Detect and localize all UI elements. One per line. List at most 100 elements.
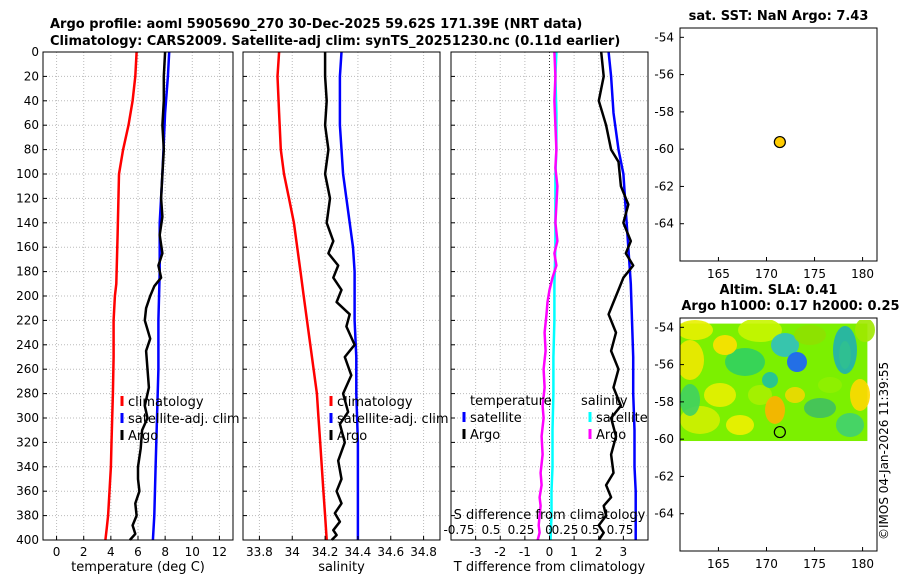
legend-entry: satellite-adj. clim (128, 412, 240, 427)
y-tick-label: 300 (16, 411, 39, 425)
sla-anomaly-patch (836, 413, 864, 437)
secondary-tick-label: 0.5 (481, 523, 500, 537)
legend-entry: climatology (128, 395, 204, 410)
map-y-tick-label: -60 (654, 432, 674, 446)
axes-frame (242, 51, 441, 541)
x-tick-label: 34.4 (345, 545, 372, 559)
x-tick-label: -2 (494, 545, 506, 559)
sla-anomaly-patch (680, 320, 713, 340)
sla-anomaly-patch (704, 383, 736, 407)
x-axis-label: temperature (deg C) (71, 560, 205, 575)
y-tick-label: 120 (16, 191, 39, 205)
legend-entry: Argo (596, 428, 626, 443)
y-tick-label: 260 (16, 362, 39, 376)
x-tick-label: 34 (285, 545, 300, 559)
figure-title-line2: Climatology: CARS2009. Satellite-adj cli… (50, 34, 620, 49)
y-tick-label: 320 (16, 435, 39, 449)
sla-anomaly-patch (787, 352, 807, 372)
x-tick-label: 34.8 (410, 545, 437, 559)
sla-anomaly-patch (794, 325, 826, 345)
secondary-tick-label: 0.25 (552, 523, 579, 537)
series-argo (323, 52, 356, 541)
sla-anomaly-patch (771, 333, 799, 357)
y-tick-label: 100 (16, 167, 39, 181)
sla-anomaly-patch (713, 335, 737, 355)
secondary-axis-label: S difference from climatology (454, 508, 646, 523)
series-climatology (276, 51, 328, 541)
map-y-tick-label: -64 (654, 217, 674, 231)
y-tick-label: 0 (31, 45, 39, 59)
map-x-tick-label: 180 (851, 267, 874, 281)
map-y-tick-label: -62 (654, 469, 674, 483)
sla-anomaly-patch (762, 372, 778, 388)
y-tick-label: 340 (16, 460, 39, 474)
legend-entry: climatology (337, 395, 413, 410)
secondary-tick-label: 0.5 (580, 523, 599, 537)
sla-anomaly-patch (850, 379, 870, 411)
x-tick-label: 10 (185, 545, 200, 559)
x-tick-label: 0 (53, 545, 61, 559)
series-satellite-adj-clim (338, 51, 360, 540)
map-x-tick-label: 175 (803, 557, 826, 571)
x-tick-label: -3 (470, 545, 482, 559)
map-y-tick-label: -56 (654, 358, 674, 372)
x-tick-label: 6 (134, 545, 142, 559)
sla-anomaly-patch (855, 320, 875, 342)
legend-entry: satellite (470, 411, 522, 426)
map-x-tick-label: 170 (755, 557, 778, 571)
legend-entry: Argo (337, 429, 367, 444)
legend-entry: Argo (470, 428, 500, 443)
y-tick-label: 200 (16, 289, 39, 303)
legend-title-salinity: salinity (581, 394, 628, 409)
map-y-tick-label: -58 (654, 105, 674, 119)
series-climatology (104, 51, 138, 541)
map-title: sat. SST: NaN Argo: 7.43 (689, 9, 869, 24)
sla-anomaly-patch (804, 398, 836, 418)
figure-title-line1: Argo profile: aoml 5905690_270 30-Dec-20… (50, 17, 582, 32)
map-title: Altim. SLA: 0.41 (720, 283, 838, 298)
secondary-tick-label: 0 (545, 523, 553, 537)
series-argo (128, 51, 167, 541)
series-satellite-adj-clim (151, 51, 171, 541)
sla-anomaly-patch (839, 341, 851, 369)
map-y-tick-label: -54 (654, 30, 674, 44)
map-x-tick-label: 165 (707, 267, 730, 281)
sla-anomaly-patch (738, 320, 782, 342)
y-tick-label: 380 (16, 509, 39, 523)
y-tick-label: 240 (16, 338, 39, 352)
argo-float-marker (773, 135, 786, 149)
series-t-satellite (607, 51, 637, 540)
sla-anomaly-patch (785, 387, 805, 403)
x-tick-label: 8 (161, 545, 169, 559)
x-axis-label: salinity (318, 560, 365, 575)
difference-profile-panel: -3 -2 -1 0 1 2 3T difference from climatology t… (443, 51, 649, 575)
y-tick-label: 360 (16, 484, 39, 498)
map-y-tick-label: -60 (654, 142, 674, 156)
legend-entry: satellite (596, 411, 648, 426)
map-y-tick-label: -58 (654, 395, 674, 409)
y-tick-label: 220 (16, 313, 39, 327)
map-x-tick-label: 170 (755, 267, 778, 281)
x-tick-label: 34.6 (377, 545, 404, 559)
map-y-tick-label: -54 (654, 320, 674, 334)
map-x-tick-label: 180 (851, 557, 874, 571)
sla-anomaly-patch (680, 384, 700, 416)
x-tick-label: 3 (620, 545, 628, 559)
x-tick-label: 33.8 (246, 545, 273, 559)
sla-anomaly-patch (818, 377, 842, 393)
y-tick-label: 60 (24, 118, 39, 132)
y-tick-label: 280 (16, 387, 39, 401)
y-tick-label: 140 (16, 216, 39, 230)
argo-float-marker (773, 425, 786, 439)
sst-map-panel: sat. SST: NaN Argo: 7.43 165 170 175 180 -54 -… (654, 9, 878, 281)
temperature-profile-panel: 0 2 4 6 8 10 12 temperature (deg C) 0 20 40 60 80 100… (16, 45, 240, 575)
sla-anomaly-patch (680, 340, 704, 380)
x-tick-label: 4 (107, 545, 115, 559)
sla-anomaly-patch (748, 385, 772, 405)
x-axis-label: T difference from climatology (453, 560, 646, 575)
legend-entry: Argo (128, 429, 158, 444)
legend-title-temperature: temperature (470, 394, 552, 409)
map-y-tick-label: -56 (654, 68, 674, 82)
